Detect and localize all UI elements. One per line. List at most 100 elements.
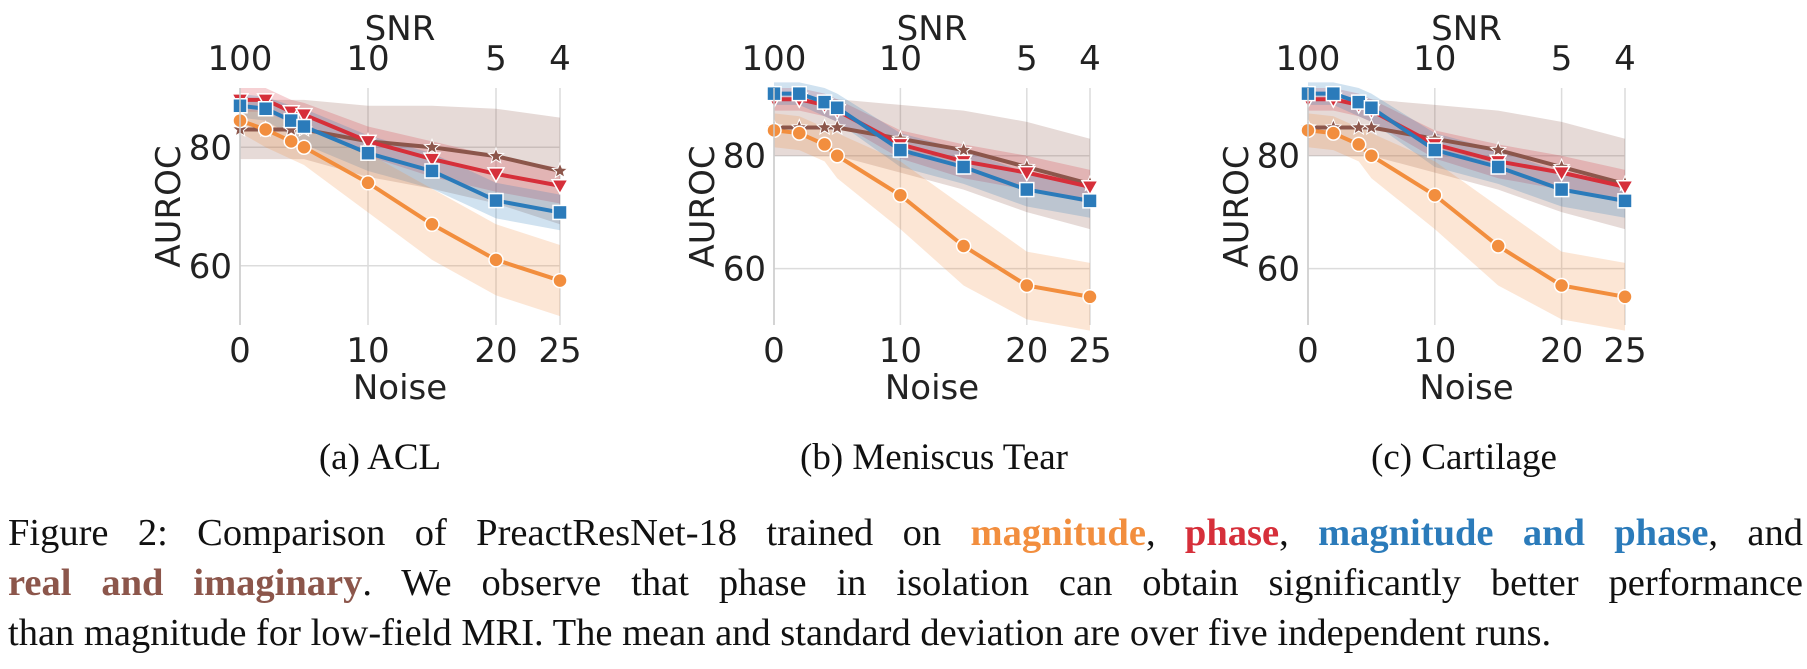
point-magnitude <box>791 125 808 141</box>
point-real-and-imaginary <box>954 140 973 158</box>
point-real-and-imaginary <box>487 146 505 164</box>
x2-tick-label: 100 <box>208 39 273 79</box>
x-tick-label: 25 <box>1603 331 1646 371</box>
caption-sep-3: , and <box>1708 512 1803 554</box>
point-real-and-imaginary <box>828 118 847 136</box>
point-magnitude <box>892 187 909 203</box>
x2-tick-label: 5 <box>1551 39 1573 79</box>
x-tick-label: 0 <box>763 331 785 371</box>
point-magnitude <box>1617 289 1633 305</box>
y-axis-title: AUROC <box>1217 145 1257 267</box>
y-tick-label: 80 <box>1257 137 1300 177</box>
point-magnitude-and-phase <box>1325 85 1342 102</box>
figure-caption: Figure 2: Comparison of PreactResNet-18 … <box>8 508 1803 658</box>
point-phase <box>550 179 570 196</box>
point-phase <box>422 152 442 169</box>
caption-keyword-magnitude: magnitude <box>970 512 1146 554</box>
point-magnitude <box>360 175 376 191</box>
y-axis-title: AUROC <box>149 145 189 267</box>
point-phase <box>256 93 275 110</box>
x-tick-label: 0 <box>229 331 251 371</box>
x-axis-title: Noise <box>353 368 447 408</box>
x-tick-label: 20 <box>1540 331 1583 371</box>
point-magnitude <box>1490 238 1506 254</box>
caption-prefix: Figure 2: Comparison of PreactResNet-18 … <box>8 512 971 554</box>
caption-sep-1: , <box>1145 512 1185 554</box>
point-real-and-imaginary <box>423 137 441 155</box>
point-phase <box>1552 165 1571 183</box>
point-magnitude-and-phase <box>1363 100 1380 116</box>
point-magnitude <box>1363 147 1380 164</box>
x-tick-label: 20 <box>474 331 517 371</box>
point-magnitude-and-phase <box>1350 94 1367 110</box>
caption-line-2: real and imaginary. We observe that phas… <box>8 558 1803 608</box>
x-tick-label: 10 <box>879 331 922 371</box>
x2-axis-title: SNR <box>897 9 968 49</box>
x2-tick-label: 10 <box>879 39 922 79</box>
x2-axis-title: SNR <box>365 9 436 49</box>
x-tick-label: 25 <box>538 331 581 371</box>
x2-tick-label: 5 <box>485 39 507 79</box>
caption-line-3: than magnitude for low-field MRI. The me… <box>8 612 1552 654</box>
point-real-and-imaginary <box>1489 140 1508 158</box>
point-phase <box>1615 180 1635 197</box>
band-magnitude <box>240 108 560 317</box>
point-magnitude-and-phase <box>1553 181 1570 198</box>
point-magnitude <box>257 121 274 138</box>
x2-axis-title: SNR <box>1431 9 1502 49</box>
point-magnitude-and-phase <box>488 192 504 209</box>
point-magnitude-and-phase <box>955 159 972 175</box>
x-tick-label: 10 <box>346 331 389 371</box>
x2-tick-label: 5 <box>1016 39 1038 79</box>
point-magnitude-and-phase <box>1617 193 1633 209</box>
subcaption-b: (b) Meniscus Tear <box>800 437 1068 478</box>
x2-tick-label: 4 <box>549 39 571 79</box>
point-magnitude-and-phase <box>1082 193 1098 209</box>
point-magnitude-and-phase <box>1019 181 1035 198</box>
point-magnitude <box>1553 277 1570 294</box>
point-magnitude <box>816 136 833 153</box>
caption-line-1: Figure 2: Comparison of PreactResNet-18 … <box>8 508 1803 558</box>
caption-sep-2: , <box>1279 512 1319 554</box>
point-magnitude <box>488 252 504 268</box>
x-axis-title: Noise <box>885 368 979 408</box>
caption-keyword-magnitude-and-phase: magnitude and phase <box>1318 512 1709 554</box>
x2-tick-label: 4 <box>1614 39 1636 79</box>
point-magnitude-and-phase <box>360 145 376 161</box>
point-phase <box>294 107 314 125</box>
y-tick-label: 80 <box>723 137 766 177</box>
x2-tick-label: 4 <box>1079 39 1101 79</box>
x2-tick-label: 10 <box>1413 39 1456 79</box>
point-phase <box>1080 180 1100 197</box>
point-magnitude-and-phase <box>1490 159 1506 175</box>
y-tick-label: 60 <box>723 250 766 290</box>
point-phase <box>486 167 506 184</box>
point-magnitude <box>424 216 440 233</box>
x2-tick-label: 10 <box>346 39 389 79</box>
x-tick-label: 10 <box>1413 331 1456 371</box>
x-axis-title: Noise <box>1419 368 1513 408</box>
caption-rest-line-2: . We observe that phase in isolation can… <box>362 562 1803 604</box>
x-tick-label: 20 <box>1005 331 1048 371</box>
point-real-and-imaginary <box>1362 118 1381 136</box>
point-magnitude-and-phase <box>257 100 274 117</box>
point-magnitude-and-phase <box>424 163 440 179</box>
x2-tick-label: 100 <box>1276 39 1341 79</box>
point-magnitude <box>552 272 568 289</box>
x2-tick-label: 100 <box>742 39 807 79</box>
point-real-and-imaginary <box>551 161 569 179</box>
y-axis-title: AUROC <box>683 145 723 267</box>
point-magnitude <box>1325 125 1342 141</box>
point-magnitude <box>955 238 972 254</box>
x-tick-label: 25 <box>1068 331 1111 371</box>
point-magnitude <box>1082 289 1098 305</box>
y-tick-label: 60 <box>1257 250 1300 290</box>
point-magnitude <box>1427 187 1443 203</box>
point-magnitude-and-phase <box>791 85 808 102</box>
subcaption-c: (c) Cartilage <box>1371 437 1557 478</box>
point-magnitude <box>1350 136 1367 153</box>
